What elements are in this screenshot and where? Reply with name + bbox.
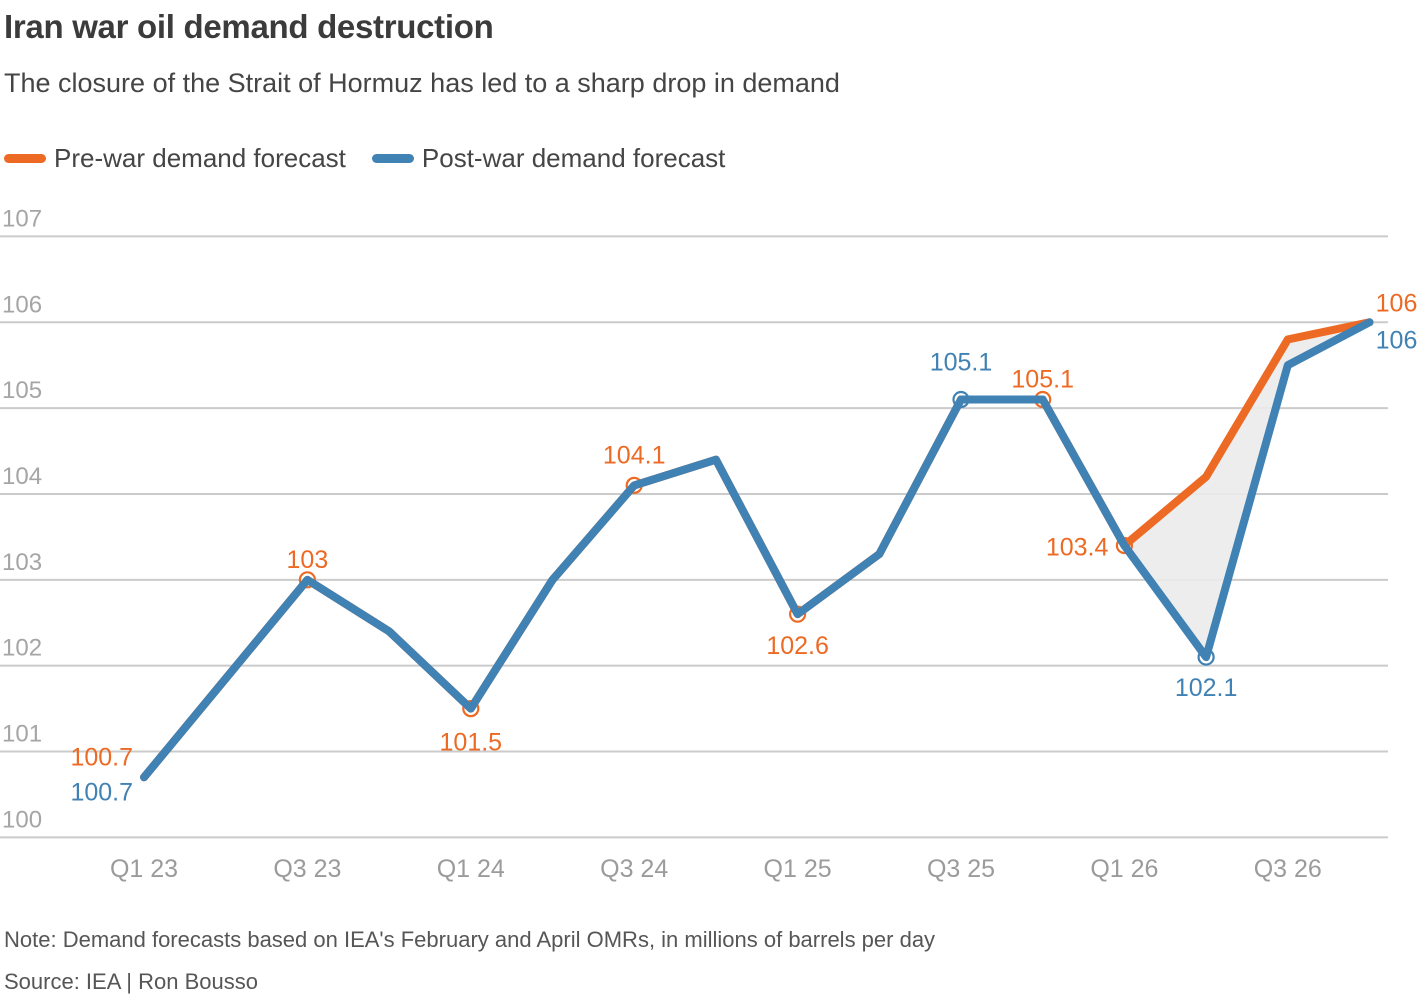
- chart-subtitle: The closure of the Strait of Hormuz has …: [4, 68, 840, 98]
- y-axis-tick-label: 104: [2, 463, 42, 490]
- y-axis-tick-label: 102: [2, 635, 42, 662]
- y-axis-tick-label: 103: [2, 549, 42, 576]
- point-value-label: 102.6: [766, 632, 829, 660]
- point-value-label: 101.5: [440, 729, 503, 757]
- point-value-label: 102.1: [1175, 674, 1238, 702]
- point-value-label: 106: [1376, 326, 1418, 354]
- point-value-label: 103: [287, 546, 329, 574]
- forecast-gap-area: [1124, 322, 1370, 658]
- legend: Pre-war demand forecast Post-war demand …: [4, 143, 725, 174]
- point-value-label: 104.1: [603, 441, 666, 469]
- x-axis-tick-label: Q1 23: [110, 855, 178, 883]
- x-axis-tick-label: Q3 23: [273, 855, 341, 883]
- y-axis-tick-label: 106: [2, 291, 42, 318]
- series-line-post-war: [140, 318, 1374, 782]
- legend-item-pre-war: Pre-war demand forecast: [4, 143, 346, 174]
- point-value-label: 105.1: [930, 349, 993, 377]
- x-axis-tick-label: Q3 26: [1254, 855, 1322, 883]
- y-axis-tick-label: 101: [2, 721, 42, 748]
- chart-note: Note: Demand forecasts based on IEA's Fe…: [4, 927, 936, 952]
- x-axis-tick-label: Q1 26: [1090, 855, 1158, 883]
- point-value-label: 103.4: [1046, 533, 1109, 561]
- legend-item-post-war: Post-war demand forecast: [371, 143, 726, 174]
- point-value-label: 100.7: [70, 778, 133, 806]
- y-axis-tick-label: 105: [2, 377, 42, 404]
- page-title: Iran war oil demand destruction: [4, 8, 494, 45]
- y-axis-tick-label: 100: [2, 806, 42, 833]
- chart-source: Source: IEA | Ron Bousso: [4, 969, 258, 994]
- point-value-label: 105.1: [1011, 366, 1074, 394]
- legend-label-pre-war: Pre-war demand forecast: [54, 143, 346, 173]
- x-axis-tick-label: Q1 25: [764, 855, 832, 883]
- x-axis-tick-label: Q3 24: [600, 855, 668, 883]
- x-axis-tick-label: Q3 25: [927, 855, 995, 883]
- y-axis-tick-label: 107: [2, 205, 42, 232]
- point-value-label: 100.7: [70, 743, 133, 771]
- point-value-label: 106: [1376, 289, 1418, 317]
- post-war-swatch-icon: [371, 154, 414, 163]
- legend-label-post-war: Post-war demand forecast: [421, 143, 726, 173]
- x-axis-tick-label: Q1 24: [437, 855, 505, 883]
- pre-war-swatch-icon: [4, 154, 46, 163]
